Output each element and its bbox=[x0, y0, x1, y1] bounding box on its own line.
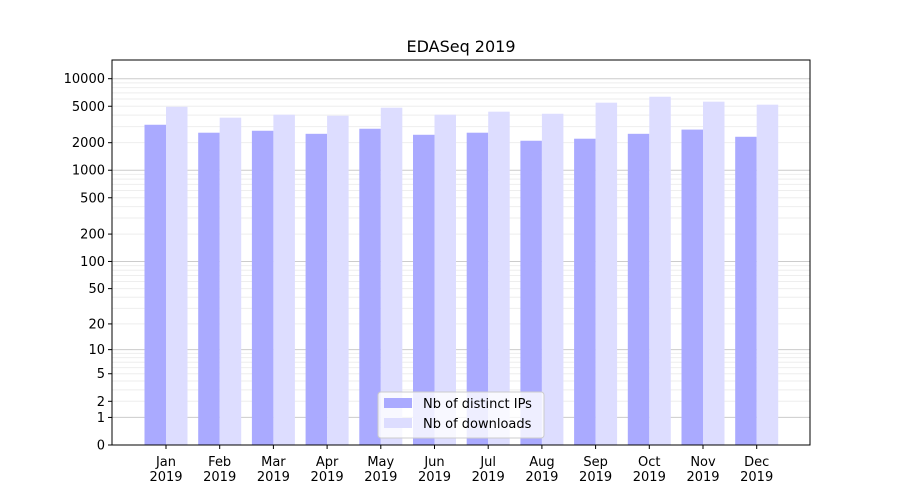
x-tick-label: 2019 bbox=[579, 470, 612, 485]
y-tick-label: 5 bbox=[97, 367, 105, 382]
bar-ips bbox=[251, 130, 274, 445]
x-tick-label: Apr bbox=[316, 455, 339, 470]
bar-ips bbox=[466, 132, 489, 445]
y-tick-label: 10 bbox=[88, 343, 105, 358]
legend-label: Nb of distinct IPs bbox=[423, 397, 532, 412]
bar-ips bbox=[305, 133, 328, 445]
bar-ips bbox=[198, 132, 220, 445]
bar-ips bbox=[520, 140, 542, 446]
x-tick-label: Jul bbox=[479, 455, 496, 470]
bar-downloads bbox=[219, 117, 242, 445]
bar-downloads bbox=[380, 107, 403, 446]
x-tick-label: Jun bbox=[423, 455, 444, 470]
bar-downloads bbox=[541, 113, 564, 445]
x-tick-label: 2019 bbox=[740, 470, 773, 485]
y-tick-label: 500 bbox=[80, 191, 105, 206]
y-tick-label: 50 bbox=[88, 282, 105, 297]
x-tick-label: 2019 bbox=[311, 470, 344, 485]
x-tick-label: 2019 bbox=[686, 470, 719, 485]
bar-downloads bbox=[488, 111, 510, 445]
y-tick-label: 20 bbox=[88, 317, 105, 332]
y-tick-label: 100 bbox=[80, 255, 105, 270]
x-tick-label: Jan bbox=[155, 455, 176, 470]
bar-downloads bbox=[273, 114, 295, 446]
y-tick-label: 1 bbox=[97, 411, 105, 426]
bar-downloads bbox=[595, 102, 618, 446]
y-tick-label: 2 bbox=[97, 395, 105, 410]
legend-box bbox=[377, 391, 545, 439]
x-tick-label: 2019 bbox=[633, 470, 666, 485]
x-tick-label: 2019 bbox=[257, 470, 290, 485]
y-tick-label: 5000 bbox=[72, 100, 105, 115]
bar-downloads bbox=[327, 115, 349, 445]
bar-ips bbox=[144, 124, 166, 446]
y-tick-label: 0 bbox=[97, 439, 105, 454]
x-tick-label: Aug bbox=[529, 455, 554, 470]
bar-downloads bbox=[756, 104, 779, 445]
x-tick-label: 2019 bbox=[203, 470, 236, 485]
x-tick-label: Oct bbox=[638, 455, 660, 470]
legend-label: Nb of downloads bbox=[423, 417, 532, 432]
x-tick-label: Sep bbox=[583, 455, 608, 470]
x-tick-label: Mar bbox=[261, 455, 286, 470]
axes-frame bbox=[111, 59, 811, 446]
chart-title: EDASeq 2019 bbox=[406, 37, 515, 56]
y-tick-label: 2000 bbox=[72, 136, 105, 151]
bar-ips bbox=[359, 128, 381, 445]
bar-ips bbox=[735, 136, 757, 445]
y-tick-label: 1000 bbox=[72, 164, 105, 179]
bar-ips bbox=[574, 138, 596, 445]
x-tick-label: Dec bbox=[744, 455, 769, 470]
x-tick-label: 2019 bbox=[364, 470, 397, 485]
x-tick-label: Feb bbox=[208, 455, 231, 470]
bar-ips bbox=[681, 129, 703, 445]
bar-downloads bbox=[649, 96, 671, 446]
y-tick-label: 200 bbox=[80, 228, 105, 243]
x-tick-label: Nov bbox=[690, 455, 716, 470]
x-tick-label: 2019 bbox=[418, 470, 451, 485]
bar-downloads bbox=[434, 114, 456, 446]
x-tick-label: 2019 bbox=[149, 470, 182, 485]
bar-downloads bbox=[166, 106, 188, 445]
bar-downloads bbox=[703, 101, 725, 446]
x-tick-label: 2019 bbox=[525, 470, 558, 485]
bar-ips bbox=[413, 134, 435, 445]
bar-ips bbox=[627, 133, 650, 445]
legend-swatch bbox=[384, 398, 412, 408]
x-tick-label: May bbox=[367, 455, 394, 470]
legend-swatch bbox=[384, 418, 412, 428]
x-tick-label: 2019 bbox=[472, 470, 505, 485]
y-tick-label: 10000 bbox=[64, 72, 105, 87]
